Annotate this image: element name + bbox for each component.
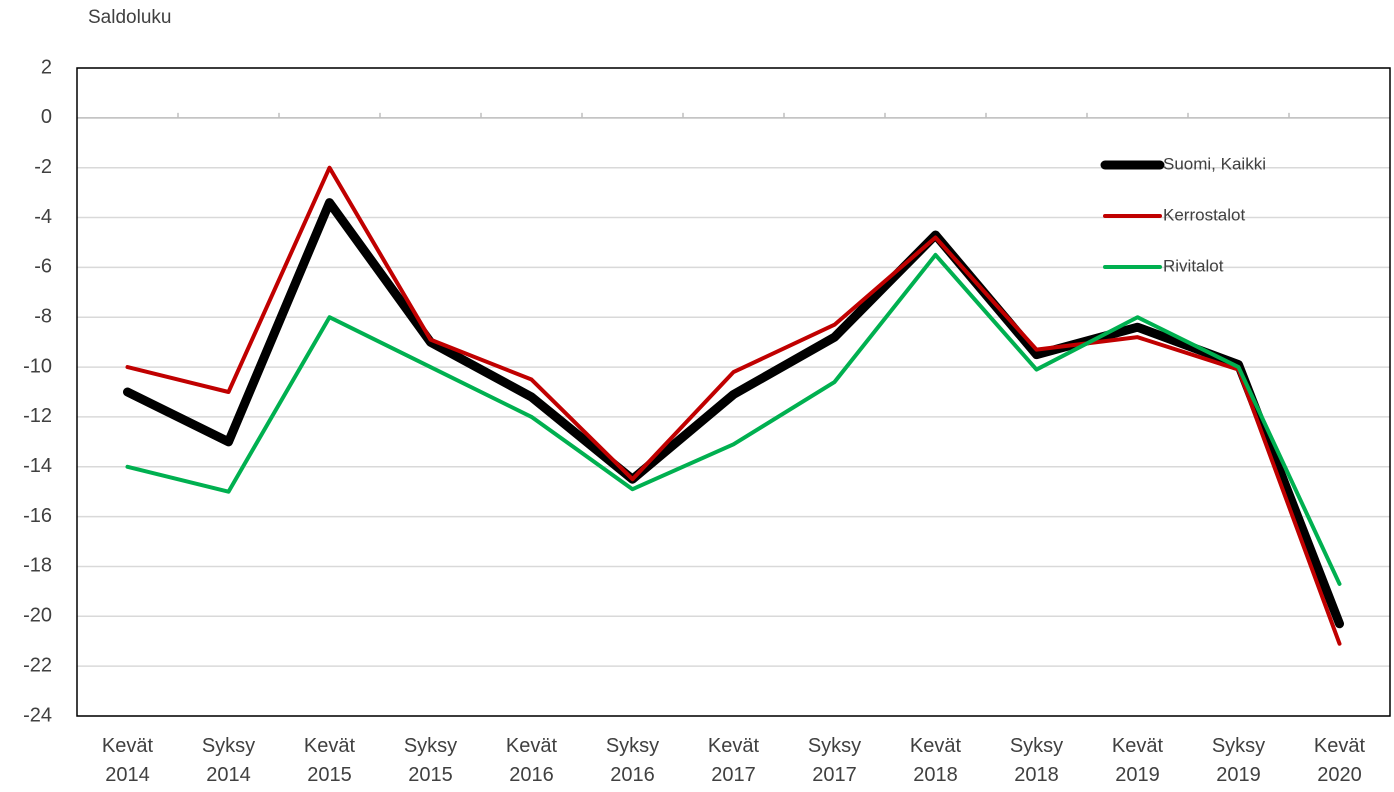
y-tick-label: -14 bbox=[23, 455, 52, 477]
y-tick-label: -2 bbox=[34, 156, 52, 178]
legend-label: Kerrostalot bbox=[1163, 205, 1245, 224]
x-tick-label: Kevät 2020 bbox=[1314, 735, 1366, 786]
y-axis-label: Saldoluku bbox=[88, 7, 171, 28]
x-tick-label: Kevät 2016 bbox=[506, 735, 558, 786]
y-tick-label: -22 bbox=[23, 654, 52, 676]
y-tick-label: -6 bbox=[34, 256, 52, 278]
legend-label: Rivitalot bbox=[1163, 256, 1224, 275]
y-tick-label: -24 bbox=[23, 704, 52, 726]
x-tick-label: Kevät 2018 bbox=[910, 735, 962, 786]
x-tick-label: Syksy 2019 bbox=[1212, 735, 1265, 786]
legend-label: Suomi, Kaikki bbox=[1163, 154, 1266, 173]
x-tick-label: Kevät 2019 bbox=[1112, 735, 1164, 786]
series-line bbox=[123, 198, 1344, 629]
y-tick-label: -20 bbox=[23, 605, 52, 627]
series-line bbox=[125, 165, 1342, 646]
plot-border bbox=[76, 67, 1391, 717]
y-tick-label: -8 bbox=[34, 306, 52, 328]
y-tick-label: -12 bbox=[23, 405, 52, 427]
y-tick-label: 0 bbox=[41, 106, 52, 128]
x-tick-label: Kevät 2015 bbox=[304, 735, 356, 786]
x-tick-label: Syksy 2017 bbox=[808, 735, 861, 786]
x-tick-label: Syksy 2016 bbox=[606, 735, 659, 786]
y-tick-label: -16 bbox=[23, 505, 52, 527]
x-tick-label: Kevät 2017 bbox=[708, 735, 760, 786]
series-line bbox=[125, 252, 1342, 586]
x-tick-label: Kevät 2014 bbox=[102, 735, 154, 786]
x-tick-label: Syksy 2015 bbox=[404, 735, 457, 786]
x-tick-label: Syksy 2014 bbox=[202, 735, 255, 786]
y-tick-label: -4 bbox=[34, 206, 52, 228]
x-tick-label: Syksy 2018 bbox=[1010, 735, 1063, 786]
y-tick-label: -10 bbox=[23, 355, 52, 377]
y-tick-label: 2 bbox=[41, 56, 52, 78]
y-tick-label: -18 bbox=[23, 555, 52, 577]
